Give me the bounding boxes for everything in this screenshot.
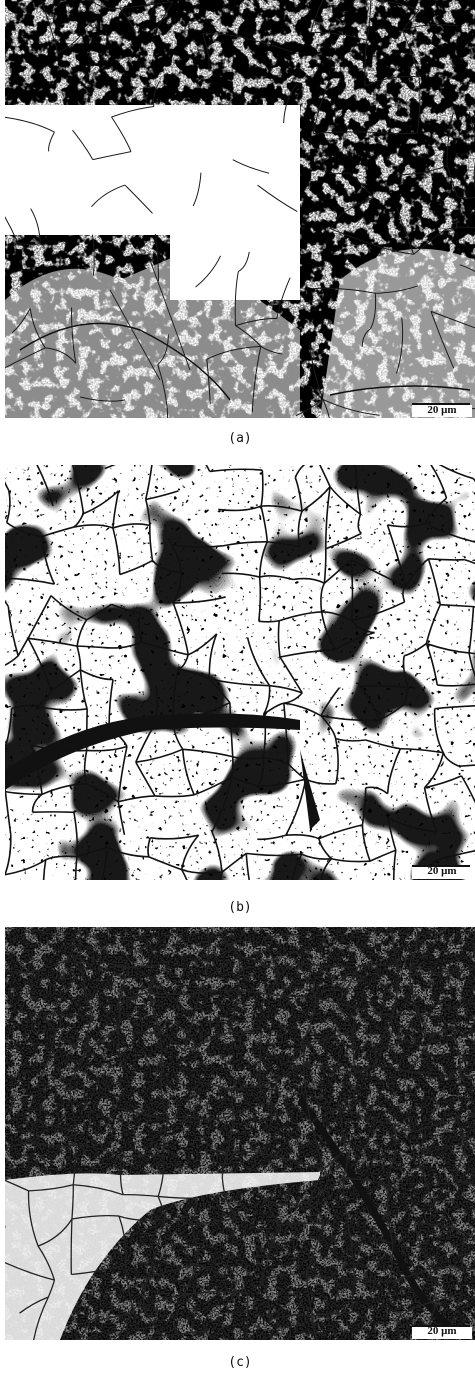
grain-boundary [400,1344,417,1349]
grain-boundary [76,895,99,900]
micrograph-b [0,451,475,911]
grain-boundary [191,895,208,897]
micrograph-c [0,912,475,1359]
grain-boundary [239,956,240,991]
caption: (c) [228,1355,251,1370]
figure: 20 μm (a) 20 μm (b) 20 μm (c) [0,0,475,1374]
grain-boundary [428,890,475,900]
micrograph-a [0,0,475,450]
grain-boundary [394,850,396,911]
grain-boundary [44,898,76,899]
grain-boundary [417,1343,448,1349]
grain-boundary [0,971,2,1001]
grain-boundary [35,451,68,462]
grain-boundary [33,1346,72,1359]
page: 20 μm (a) 20 μm (b) 20 μm (c) (() => { c… [0,0,475,1374]
grain-boundary [297,433,331,438]
grain-boundary [71,1219,72,1274]
grain-boundary [331,430,362,438]
scale-label: 20 μm [427,865,456,877]
grain-boundary [323,1339,357,1351]
grain-boundary [316,458,355,462]
grain-boundary [458,446,475,450]
caption: (b) [228,900,251,915]
grain-boundary [95,427,139,449]
grain-boundary [362,430,408,433]
grain-boundary [396,454,424,456]
grain-boundary [78,915,110,923]
grain-boundary [255,894,291,911]
grain-boundary [0,766,5,792]
grain-boundary [20,432,36,450]
grain-boundary [284,1349,322,1353]
caption: (a) [228,431,251,446]
grain-boundary [4,1343,33,1347]
grain-boundary [363,904,395,910]
scale-label: 20 μm [427,1325,456,1337]
grain-boundary [355,456,396,461]
grain-boundary [351,912,392,918]
grain-boundary [2,1180,5,1228]
grain-boundary [0,913,2,971]
scale-label: 20 μm [427,404,456,416]
